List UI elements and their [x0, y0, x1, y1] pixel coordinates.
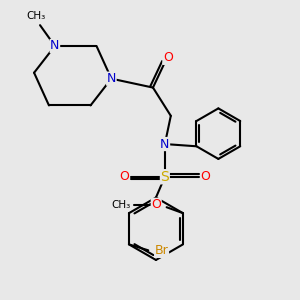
Text: CH₃: CH₃	[26, 11, 45, 21]
Text: N: N	[50, 40, 60, 52]
Text: N: N	[160, 138, 170, 151]
Text: N: N	[107, 72, 116, 85]
Text: CH₃: CH₃	[111, 200, 130, 210]
Text: O: O	[163, 51, 173, 64]
Text: Br: Br	[155, 244, 169, 257]
Text: O: O	[201, 170, 211, 183]
Text: O: O	[119, 170, 129, 183]
Text: O: O	[151, 198, 161, 211]
Text: S: S	[160, 170, 169, 184]
